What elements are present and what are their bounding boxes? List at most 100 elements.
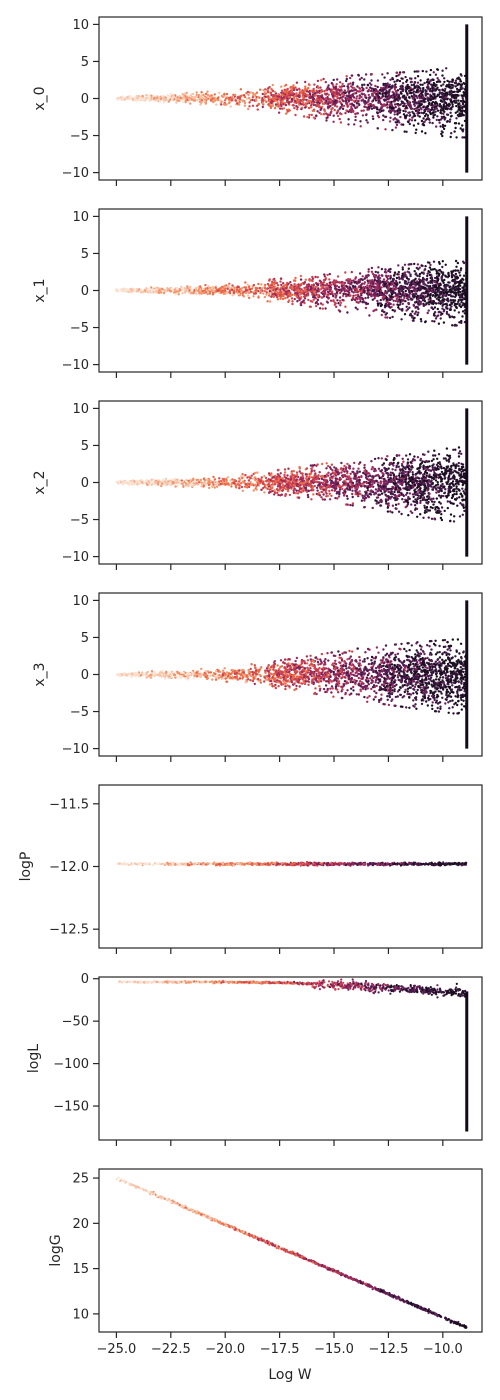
scatter-point <box>358 97 361 100</box>
scatter-point <box>261 92 264 96</box>
scatter-point <box>333 104 337 107</box>
scatter-point <box>425 279 428 282</box>
scatter-point <box>329 98 332 101</box>
scatter-point <box>377 99 380 102</box>
scatter-point <box>350 102 354 105</box>
y-tick-label: 0 <box>81 284 89 299</box>
scatter-point <box>129 97 132 101</box>
y-tick-label: 10 <box>72 18 89 33</box>
scatter-point <box>411 286 414 289</box>
scatter-point <box>286 295 290 298</box>
scatter-point <box>332 299 335 302</box>
scatter-point <box>317 86 320 90</box>
scatter-point <box>308 93 312 96</box>
scatter-point <box>384 498 388 501</box>
scatter-point <box>312 283 315 286</box>
scatter-point <box>393 309 397 312</box>
scatter-point <box>443 110 446 114</box>
scatter-point <box>438 293 441 297</box>
scatter-point <box>394 83 397 86</box>
scatter-point <box>433 89 436 92</box>
scatter-point <box>449 115 453 118</box>
scatter-point <box>318 105 321 109</box>
scatter-point <box>415 91 418 94</box>
scatter-point <box>330 290 334 293</box>
scatter-point <box>306 99 310 102</box>
scatter-point <box>377 266 380 269</box>
scatter-point <box>182 96 186 99</box>
scatter-point <box>295 284 299 287</box>
scatter-point <box>346 311 349 314</box>
scatter-point <box>460 452 463 455</box>
scatter-point <box>213 93 216 96</box>
scatter-point <box>413 85 416 88</box>
scatter-point <box>352 109 355 113</box>
scatter-point <box>339 106 342 109</box>
scatter-point <box>304 106 307 109</box>
scatter-point <box>354 88 357 92</box>
scatter-point <box>286 110 289 113</box>
scatter-point <box>276 298 280 301</box>
scatter-point <box>346 290 350 293</box>
scatter-point <box>316 298 320 302</box>
scatter-point <box>377 278 380 281</box>
scatter-point <box>381 293 384 297</box>
scatter-point <box>412 90 416 93</box>
scatter-point <box>456 94 459 97</box>
scatter-point <box>403 274 407 277</box>
scatter-point <box>387 285 390 288</box>
scatter-point <box>414 310 418 313</box>
scatter-point <box>297 94 300 97</box>
scatter-point <box>365 86 368 90</box>
scatter-point <box>362 109 365 112</box>
scatter-point <box>350 279 353 283</box>
scatter-point <box>347 97 350 101</box>
scatter-point <box>304 295 307 298</box>
scatter-point <box>241 290 244 293</box>
scatter-point <box>347 287 350 290</box>
scatter-point <box>455 265 458 268</box>
scatter-point <box>229 479 232 482</box>
scatter-point <box>326 116 329 119</box>
scatter-point <box>339 301 343 304</box>
scatter-point <box>459 99 463 103</box>
scatter-point <box>420 264 423 267</box>
scatter-point <box>381 309 384 313</box>
scatter-point <box>170 287 173 291</box>
scatter-point <box>230 97 234 100</box>
scatter-point <box>433 267 436 271</box>
scatter-point <box>150 94 153 97</box>
scatter-point <box>442 273 445 276</box>
scatter-point <box>413 107 416 111</box>
scatter-point <box>361 275 364 278</box>
scatter-point <box>401 302 404 305</box>
scatter-point <box>419 288 422 291</box>
scatter-point <box>377 275 380 278</box>
scatter-point <box>370 79 373 82</box>
scatter-point <box>329 104 332 108</box>
scatter-point <box>339 288 343 291</box>
scatter-point <box>327 296 331 300</box>
scatter-point <box>383 76 386 79</box>
scatter-point <box>271 83 274 87</box>
scatter-point <box>451 324 454 327</box>
scatter-point <box>439 302 442 305</box>
scatter-point <box>462 274 466 277</box>
scatter-point <box>417 303 420 306</box>
scatter-point <box>451 299 455 302</box>
scatter-point <box>462 94 465 97</box>
scatter-point <box>428 121 431 124</box>
scatter-point <box>404 470 408 474</box>
scatter-point <box>319 86 322 89</box>
scatter-point <box>449 513 453 516</box>
scatter-point <box>259 88 262 91</box>
scatter-point <box>326 273 329 277</box>
scatter-point <box>364 73 368 76</box>
scatter-point <box>449 118 452 121</box>
scatter-point <box>439 91 442 95</box>
scatter-point <box>430 306 433 309</box>
scatter-point <box>427 516 430 519</box>
scatter-point <box>289 85 293 89</box>
scatter-point <box>455 136 458 139</box>
scatter-point <box>284 283 287 287</box>
